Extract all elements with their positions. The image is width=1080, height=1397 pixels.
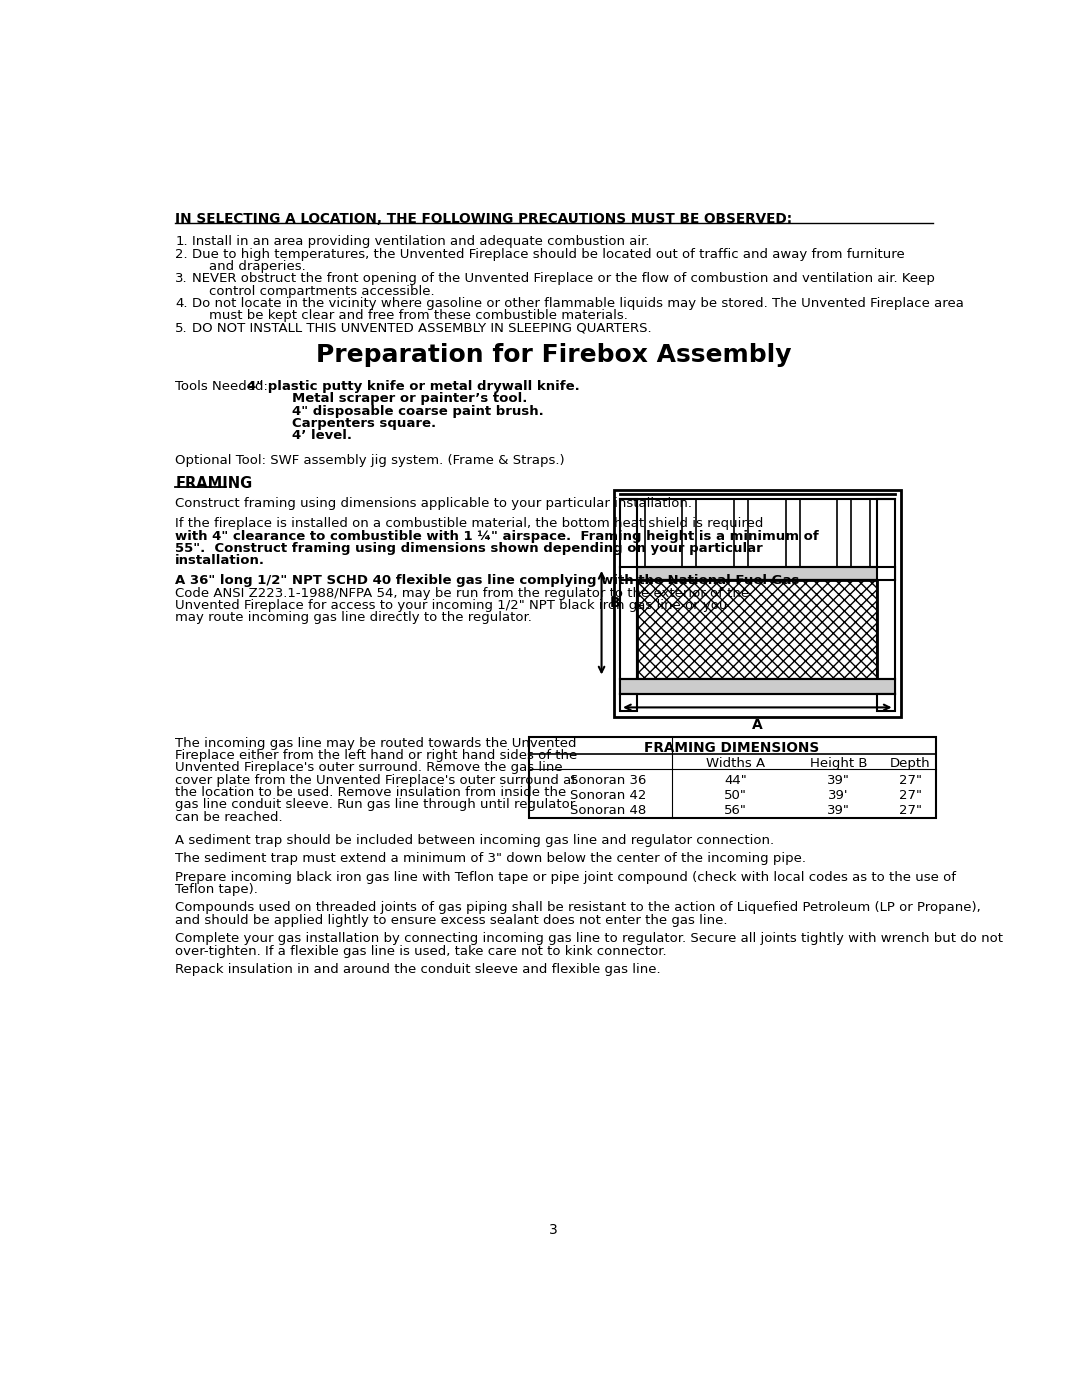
Bar [620, 567, 894, 580]
Text: over-tighten. If a flexible gas line is used, take care not to kink connector.: over-tighten. If a flexible gas line is … [175, 944, 667, 957]
Text: with 4" clearance to combustible with 1 ¼" airspace.  Framing height is a minimu: with 4" clearance to combustible with 1 … [175, 529, 819, 542]
Bar [620, 694, 637, 711]
Text: 39': 39' [828, 789, 849, 802]
Text: Sonoran 42: Sonoran 42 [569, 789, 646, 802]
Text: can be reached.: can be reached. [175, 810, 283, 824]
Text: The sediment trap must extend a minimum of 3" down below the center of the incom: The sediment trap must extend a minimum … [175, 852, 807, 865]
Bar [620, 499, 637, 693]
Bar [631, 499, 645, 567]
Text: may route incoming gas line directly to the regulator.: may route incoming gas line directly to … [175, 610, 532, 624]
Text: Due to high temperatures, the Unvented Fireplace should be located out of traffi: Due to high temperatures, the Unvented F… [192, 247, 905, 261]
Bar [637, 580, 877, 679]
Bar [734, 499, 748, 567]
Text: 44": 44" [725, 774, 747, 787]
Text: 27": 27" [899, 789, 921, 802]
Text: IN SELECTING A LOCATION, THE FOLLOWING PRECAUTIONS MUST BE OBSERVED:: IN SELECTING A LOCATION, THE FOLLOWING P… [175, 212, 793, 226]
Text: 3: 3 [549, 1222, 558, 1236]
Text: Construct framing using dimensions applicable to your particular installation.: Construct framing using dimensions appli… [175, 497, 692, 510]
Text: A: A [752, 718, 762, 732]
Text: cover plate from the Unvented Fireplace's outer surround at: cover plate from the Unvented Fireplace'… [175, 774, 577, 787]
Text: Code ANSI Z223.1-1988/NFPA 54, may be run from the regulator to the exterior of : Code ANSI Z223.1-1988/NFPA 54, may be ru… [175, 587, 750, 599]
Text: A 36" long 1/2" NPT SCHD 40 flexible gas line complying with the National Fuel G: A 36" long 1/2" NPT SCHD 40 flexible gas… [175, 574, 799, 587]
Text: installation.: installation. [175, 555, 266, 567]
Text: 27": 27" [899, 805, 921, 817]
Text: gas line conduit sleeve. Run gas line through until regulator: gas line conduit sleeve. Run gas line th… [175, 798, 576, 812]
Text: NEVER obstruct the front opening of the Unvented Fireplace or the flow of combus: NEVER obstruct the front opening of the … [192, 272, 935, 285]
Text: A sediment trap should be included between incoming gas line and regulator conne: A sediment trap should be included betwe… [175, 834, 774, 847]
Bar [637, 580, 877, 679]
Text: and should be applied lightly to ensure excess sealant does not enter the gas li: and should be applied lightly to ensure … [175, 914, 728, 926]
Text: Complete your gas installation by connecting incoming gas line to regulator. Sec: Complete your gas installation by connec… [175, 932, 1003, 946]
Text: B: B [609, 595, 620, 609]
Text: must be kept clear and free from these combustible materials.: must be kept clear and free from these c… [192, 309, 629, 323]
Text: Install in an area providing ventilation and adequate combustion air.: Install in an area providing ventilation… [192, 236, 650, 249]
Text: Optional Tool: SWF assembly jig system. (Frame & Straps.): Optional Tool: SWF assembly jig system. … [175, 454, 565, 467]
Text: Sonoran 36: Sonoran 36 [569, 774, 646, 787]
Text: Tools Needed:: Tools Needed: [175, 380, 268, 393]
Text: Metal scraper or painter’s tool.: Metal scraper or painter’s tool. [292, 393, 527, 405]
Bar [837, 499, 851, 567]
Text: 3.: 3. [175, 272, 188, 285]
Text: Fireplace either from the left hand or right hand sides of the: Fireplace either from the left hand or r… [175, 749, 578, 761]
Text: control compartments accessible.: control compartments accessible. [192, 285, 435, 298]
Bar [877, 499, 894, 693]
Text: 4" disposable coarse paint brush.: 4" disposable coarse paint brush. [292, 405, 543, 418]
Bar [620, 679, 894, 694]
Text: FRAMING: FRAMING [175, 475, 253, 490]
Text: 4.: 4. [175, 298, 188, 310]
Text: 5.: 5. [175, 321, 188, 335]
Bar [613, 489, 901, 717]
Text: Do not locate in the vicinity where gasoline or other flammable liquids may be s: Do not locate in the vicinity where gaso… [192, 298, 964, 310]
Text: 27": 27" [899, 774, 921, 787]
Bar [877, 694, 894, 711]
Text: DO NOT INSTALL THIS UNVENTED ASSEMBLY IN SLEEPING QUARTERS.: DO NOT INSTALL THIS UNVENTED ASSEMBLY IN… [192, 321, 652, 335]
Text: 39": 39" [827, 774, 850, 787]
Bar [869, 499, 883, 567]
Text: Sonoran 48: Sonoran 48 [569, 805, 646, 817]
Text: 56": 56" [725, 805, 747, 817]
Text: Teflon tape).: Teflon tape). [175, 883, 258, 895]
Text: Repack insulation in and around the conduit sleeve and flexible gas line.: Repack insulation in and around the cond… [175, 963, 661, 977]
Text: 50": 50" [725, 789, 747, 802]
Text: Unvented Fireplace for access to your incoming 1/2" NPT black iron gas line or y: Unvented Fireplace for access to your in… [175, 599, 728, 612]
Text: FRAMING DIMENSIONS: FRAMING DIMENSIONS [644, 740, 820, 754]
Text: Compounds used on threaded joints of gas piping shall be resistant to the action: Compounds used on threaded joints of gas… [175, 901, 981, 915]
Bar [786, 499, 800, 567]
Text: If the fireplace is installed on a combustible material, the bottom heat shield : If the fireplace is installed on a combu… [175, 517, 764, 531]
Text: Height B: Height B [810, 757, 867, 770]
Text: Widths A: Widths A [706, 757, 766, 770]
Text: Preparation for Firebox Assembly: Preparation for Firebox Assembly [315, 344, 792, 367]
Text: Prepare incoming black iron gas line with Teflon tape or pipe joint compound (ch: Prepare incoming black iron gas line wit… [175, 870, 956, 884]
Text: 4’ level.: 4’ level. [292, 429, 352, 443]
Bar [529, 736, 935, 819]
Text: 4" plastic putty knife or metal drywall knife.: 4" plastic putty knife or metal drywall … [246, 380, 579, 393]
Text: The incoming gas line may be routed towards the Unvented: The incoming gas line may be routed towa… [175, 736, 577, 750]
Text: 39": 39" [827, 805, 850, 817]
Text: Carpenters square.: Carpenters square. [292, 418, 435, 430]
Text: and draperies.: and draperies. [192, 260, 306, 272]
Text: Depth: Depth [890, 757, 930, 770]
Text: the location to be used. Remove insulation from inside the: the location to be used. Remove insulati… [175, 787, 567, 799]
Text: 2.: 2. [175, 247, 188, 261]
Text: 55".  Construct framing using dimensions shown depending on your particular: 55". Construct framing using dimensions … [175, 542, 764, 555]
Text: Unvented Fireplace's outer surround. Remove the gas line: Unvented Fireplace's outer surround. Rem… [175, 761, 563, 774]
Text: 1.: 1. [175, 236, 188, 249]
Bar [683, 499, 697, 567]
